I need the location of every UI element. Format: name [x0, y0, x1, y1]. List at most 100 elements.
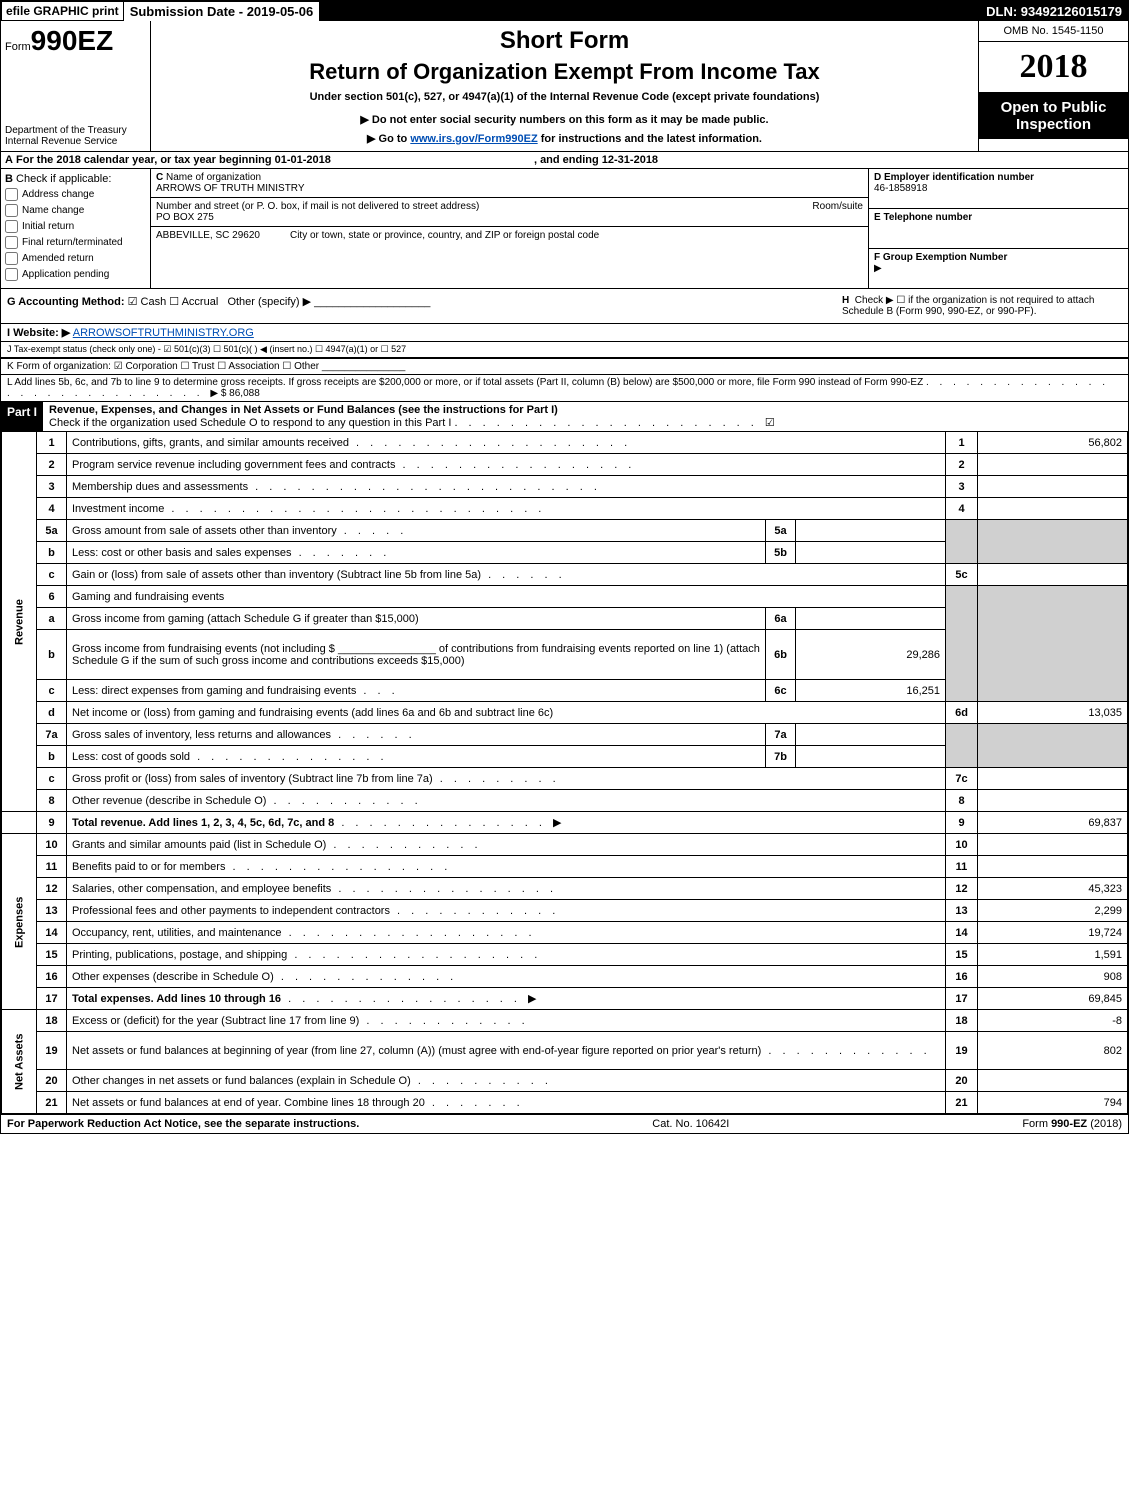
amt-19: 802: [978, 1032, 1128, 1070]
num-4: 4: [946, 498, 978, 520]
desc-16: Other expenses (describe in Schedule O): [72, 971, 274, 983]
desc-18: Excess or (deficit) for the year (Subtra…: [72, 1015, 359, 1027]
amt-11: [978, 856, 1128, 878]
num-10: 10: [946, 834, 978, 856]
amt-7c: [978, 768, 1128, 790]
check-if-applicable: Check if applicable:: [16, 173, 111, 185]
desc-11: Benefits paid to or for members: [72, 861, 225, 873]
amt-16: 908: [978, 966, 1128, 988]
ln-7b: b: [37, 746, 67, 768]
line-i: I Website: ▶ ARROWSOFTRUTHMINISTRY.ORG: [1, 324, 1128, 341]
ln-15: 15: [37, 944, 67, 966]
row-11: 11 Benefits paid to or for members . . .…: [2, 856, 1128, 878]
checkbox-address-change[interactable]: [5, 188, 18, 201]
row-20: 20 Other changes in net assets or fund b…: [2, 1070, 1128, 1092]
desc-2: Program service revenue including govern…: [72, 459, 395, 471]
row-19: 19 Net assets or fund balances at beginn…: [2, 1032, 1128, 1070]
line-a-text2: , and ending 12-31-2018: [534, 154, 658, 166]
ln-5b: b: [37, 542, 67, 564]
l-amount: ▶ $ 86,088: [210, 388, 259, 399]
row-8: 8 Other revenue (describe in Schedule O)…: [2, 790, 1128, 812]
checkbox-initial-return[interactable]: [5, 220, 18, 233]
mini-amt-5b: [796, 542, 946, 564]
form-990ez-page: efile GRAPHIC print Submission Date - 20…: [0, 0, 1129, 1134]
ln-6a: a: [37, 608, 67, 630]
desc-3: Membership dues and assessments: [72, 481, 248, 493]
num-7c: 7c: [946, 768, 978, 790]
goto-link[interactable]: www.irs.gov/Form990EZ: [410, 133, 537, 145]
desc-7b: Less: cost of goods sold: [72, 751, 190, 763]
ln-2: 2: [37, 454, 67, 476]
ln-19: 19: [37, 1032, 67, 1070]
mini-6a: 6a: [766, 608, 796, 630]
desc-14: Occupancy, rent, utilities, and maintena…: [72, 927, 282, 939]
line-a-text1: For the 2018 calendar year, or tax year …: [16, 154, 331, 166]
row-12: 12 Salaries, other compensation, and emp…: [2, 878, 1128, 900]
h-check: Check ▶: [855, 295, 894, 306]
checkbox-application-pending[interactable]: [5, 268, 18, 281]
form-header: Form990EZ Department of the Treasury Int…: [1, 21, 1128, 152]
part1-check-text: Check if the organization used Schedule …: [49, 417, 451, 429]
check-final-return: Final return/terminated: [5, 236, 146, 249]
line-l: L Add lines 5b, 6c, and 7b to line 9 to …: [1, 374, 1128, 401]
desc-7c: Gross profit or (loss) from sales of inv…: [72, 773, 433, 785]
check-amended-return: Amended return: [5, 252, 146, 265]
amt-4: [978, 498, 1128, 520]
row-7c: c Gross profit or (loss) from sales of i…: [2, 768, 1128, 790]
num-6d: 6d: [946, 702, 978, 724]
desc-19: Net assets or fund balances at beginning…: [72, 1045, 761, 1057]
ln-13: 13: [37, 900, 67, 922]
website-link[interactable]: ARROWSOFTRUTHMINISTRY.ORG: [73, 327, 254, 339]
num-8: 8: [946, 790, 978, 812]
goto-prefix: Go to: [379, 133, 411, 145]
dln: DLN: 93492126015179: [980, 2, 1128, 21]
part1-title: Revenue, Expenses, and Changes in Net As…: [49, 404, 558, 416]
mini-amt-6c: 16,251: [796, 680, 946, 702]
footer-cat-no: Cat. No. 10642I: [652, 1118, 729, 1130]
desc-9: Total revenue. Add lines 1, 2, 3, 4, 5c,…: [72, 817, 334, 829]
num-21: 21: [946, 1092, 978, 1114]
desc-12: Salaries, other compensation, and employ…: [72, 883, 331, 895]
amt-6d: 13,035: [978, 702, 1128, 724]
ln-4: 4: [37, 498, 67, 520]
amt-1: 56,802: [978, 432, 1128, 454]
ln-3: 3: [37, 476, 67, 498]
org-name: ARROWS OF TRUTH MINISTRY: [156, 183, 863, 194]
desc-4: Investment income: [72, 503, 164, 515]
mini-7a: 7a: [766, 724, 796, 746]
footer-right: Form 990-EZ (2018): [1022, 1118, 1122, 1130]
efile-badge: efile GRAPHIC print: [1, 1, 124, 21]
ln-17: 17: [37, 988, 67, 1010]
part1-header: Part I Revenue, Expenses, and Changes in…: [1, 401, 1128, 431]
shade-6-amt: [978, 586, 1128, 702]
checkbox-final-return[interactable]: [5, 236, 18, 249]
row-7a: 7a Gross sales of inventory, less return…: [2, 724, 1128, 746]
g-cash: Cash: [141, 296, 167, 308]
ln-16: 16: [37, 966, 67, 988]
mini-6c: 6c: [766, 680, 796, 702]
num-15: 15: [946, 944, 978, 966]
desc-1: Contributions, gifts, grants, and simila…: [72, 437, 349, 449]
mini-amt-6a: [796, 608, 946, 630]
ln-7c: c: [37, 768, 67, 790]
tax-year: 2018: [979, 42, 1128, 93]
checkbox-name-change[interactable]: [5, 204, 18, 217]
row-6d: d Net income or (loss) from gaming and f…: [2, 702, 1128, 724]
row-1: Revenue 1 Contributions, gifts, grants, …: [2, 432, 1128, 454]
mini-amt-7a: [796, 724, 946, 746]
topbar: efile GRAPHIC print Submission Date - 20…: [1, 1, 1128, 21]
checkbox-amended-return[interactable]: [5, 252, 18, 265]
desc-7a: Gross sales of inventory, less returns a…: [72, 729, 331, 741]
desc-6c: Less: direct expenses from gaming and fu…: [72, 685, 356, 697]
side-revenue: Revenue: [2, 432, 37, 812]
ln-11: 11: [37, 856, 67, 878]
mini-amt-7b: [796, 746, 946, 768]
org-address: PO BOX 275: [156, 212, 812, 223]
l-text: L Add lines 5b, 6c, and 7b to line 9 to …: [7, 377, 923, 388]
row-21: 21 Net assets or fund balances at end of…: [2, 1092, 1128, 1114]
shade-5: [946, 520, 978, 564]
line-a: A For the 2018 calendar year, or tax yea…: [1, 152, 1128, 169]
amt-13: 2,299: [978, 900, 1128, 922]
num-11: 11: [946, 856, 978, 878]
amt-14: 19,724: [978, 922, 1128, 944]
